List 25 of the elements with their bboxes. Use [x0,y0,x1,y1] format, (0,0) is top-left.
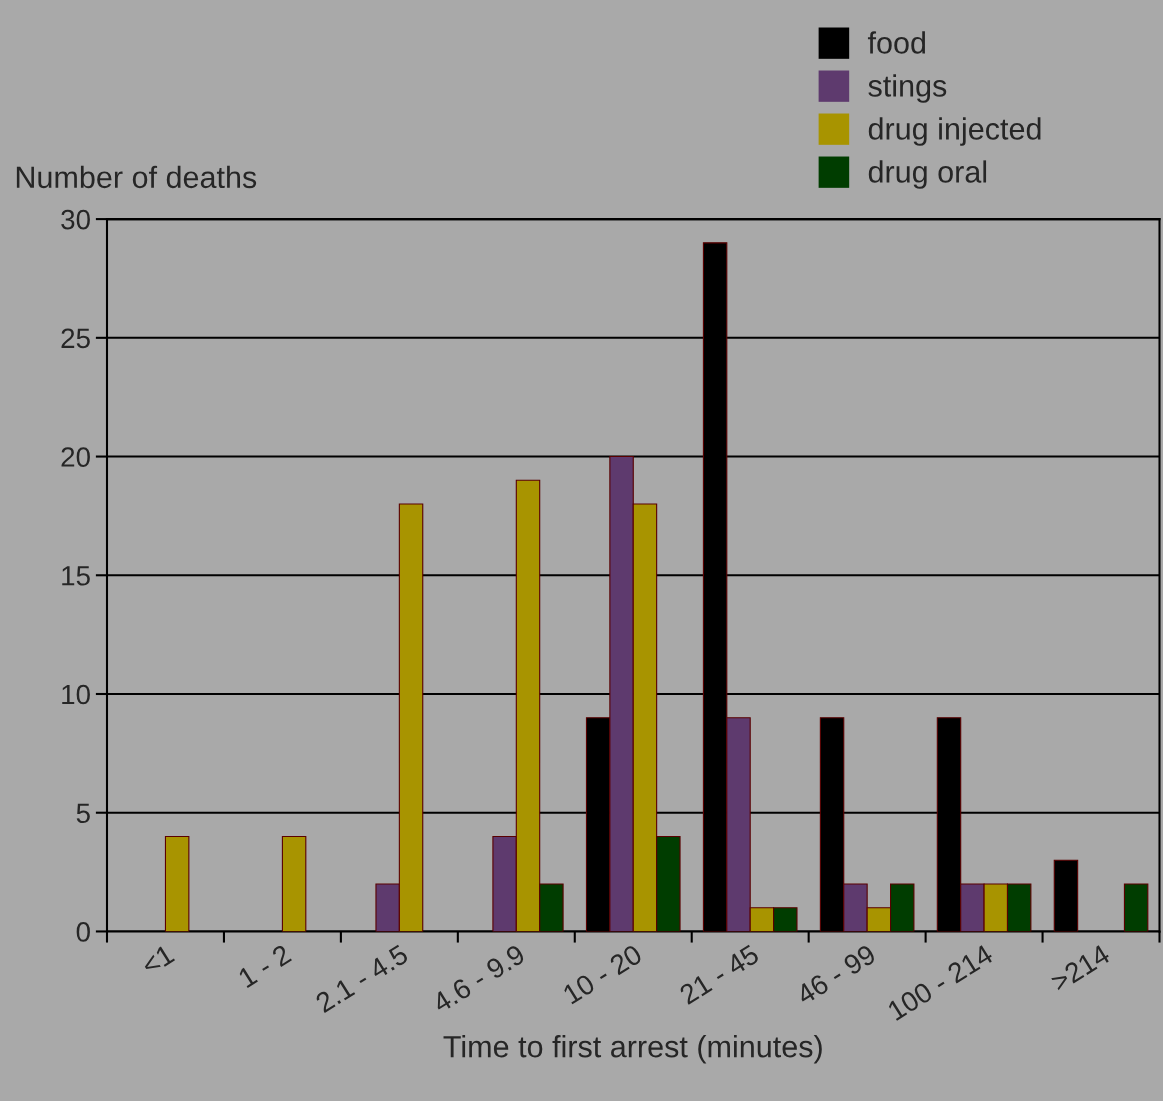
y-tick-label: 15 [62,566,90,586]
legend-label: stings [868,74,947,103]
y-tick-label: 0 [76,922,90,942]
y-tick-label: 20 [61,447,90,467]
legend-label: drug oral [868,160,987,189]
x-tick-label: <1 [140,944,175,976]
x-tick-label: 21 - 45 [678,943,761,1005]
x-tick-label: 2.1 - 4.5 [314,943,410,1014]
x-tick-label: 10 - 20 [562,943,644,1005]
x-axis-title: Time to first arrest (minutes) [443,1035,822,1064]
legend-label: food [867,31,926,54]
x-tick-label: 100 - 214 [886,943,995,1021]
legend-label: drug injected [868,117,1041,146]
x-tick-label: >214 [1049,943,1112,993]
y-tick-label: 10 [62,684,90,705]
bar [281,835,307,932]
y-tick-label: 30 [61,209,90,230]
y-tick-label: 5 [76,803,90,824]
x-tick-label: 1 - 2 [237,943,292,988]
bar [164,835,190,932]
y-tick-label: 25 [61,328,90,349]
bar [1123,883,1149,932]
x-tick-label: 46 - 99 [794,943,877,1006]
x-tick-label: 4.6 - 9.9 [430,943,527,1014]
y-axis-title: Number of deaths [16,165,257,189]
